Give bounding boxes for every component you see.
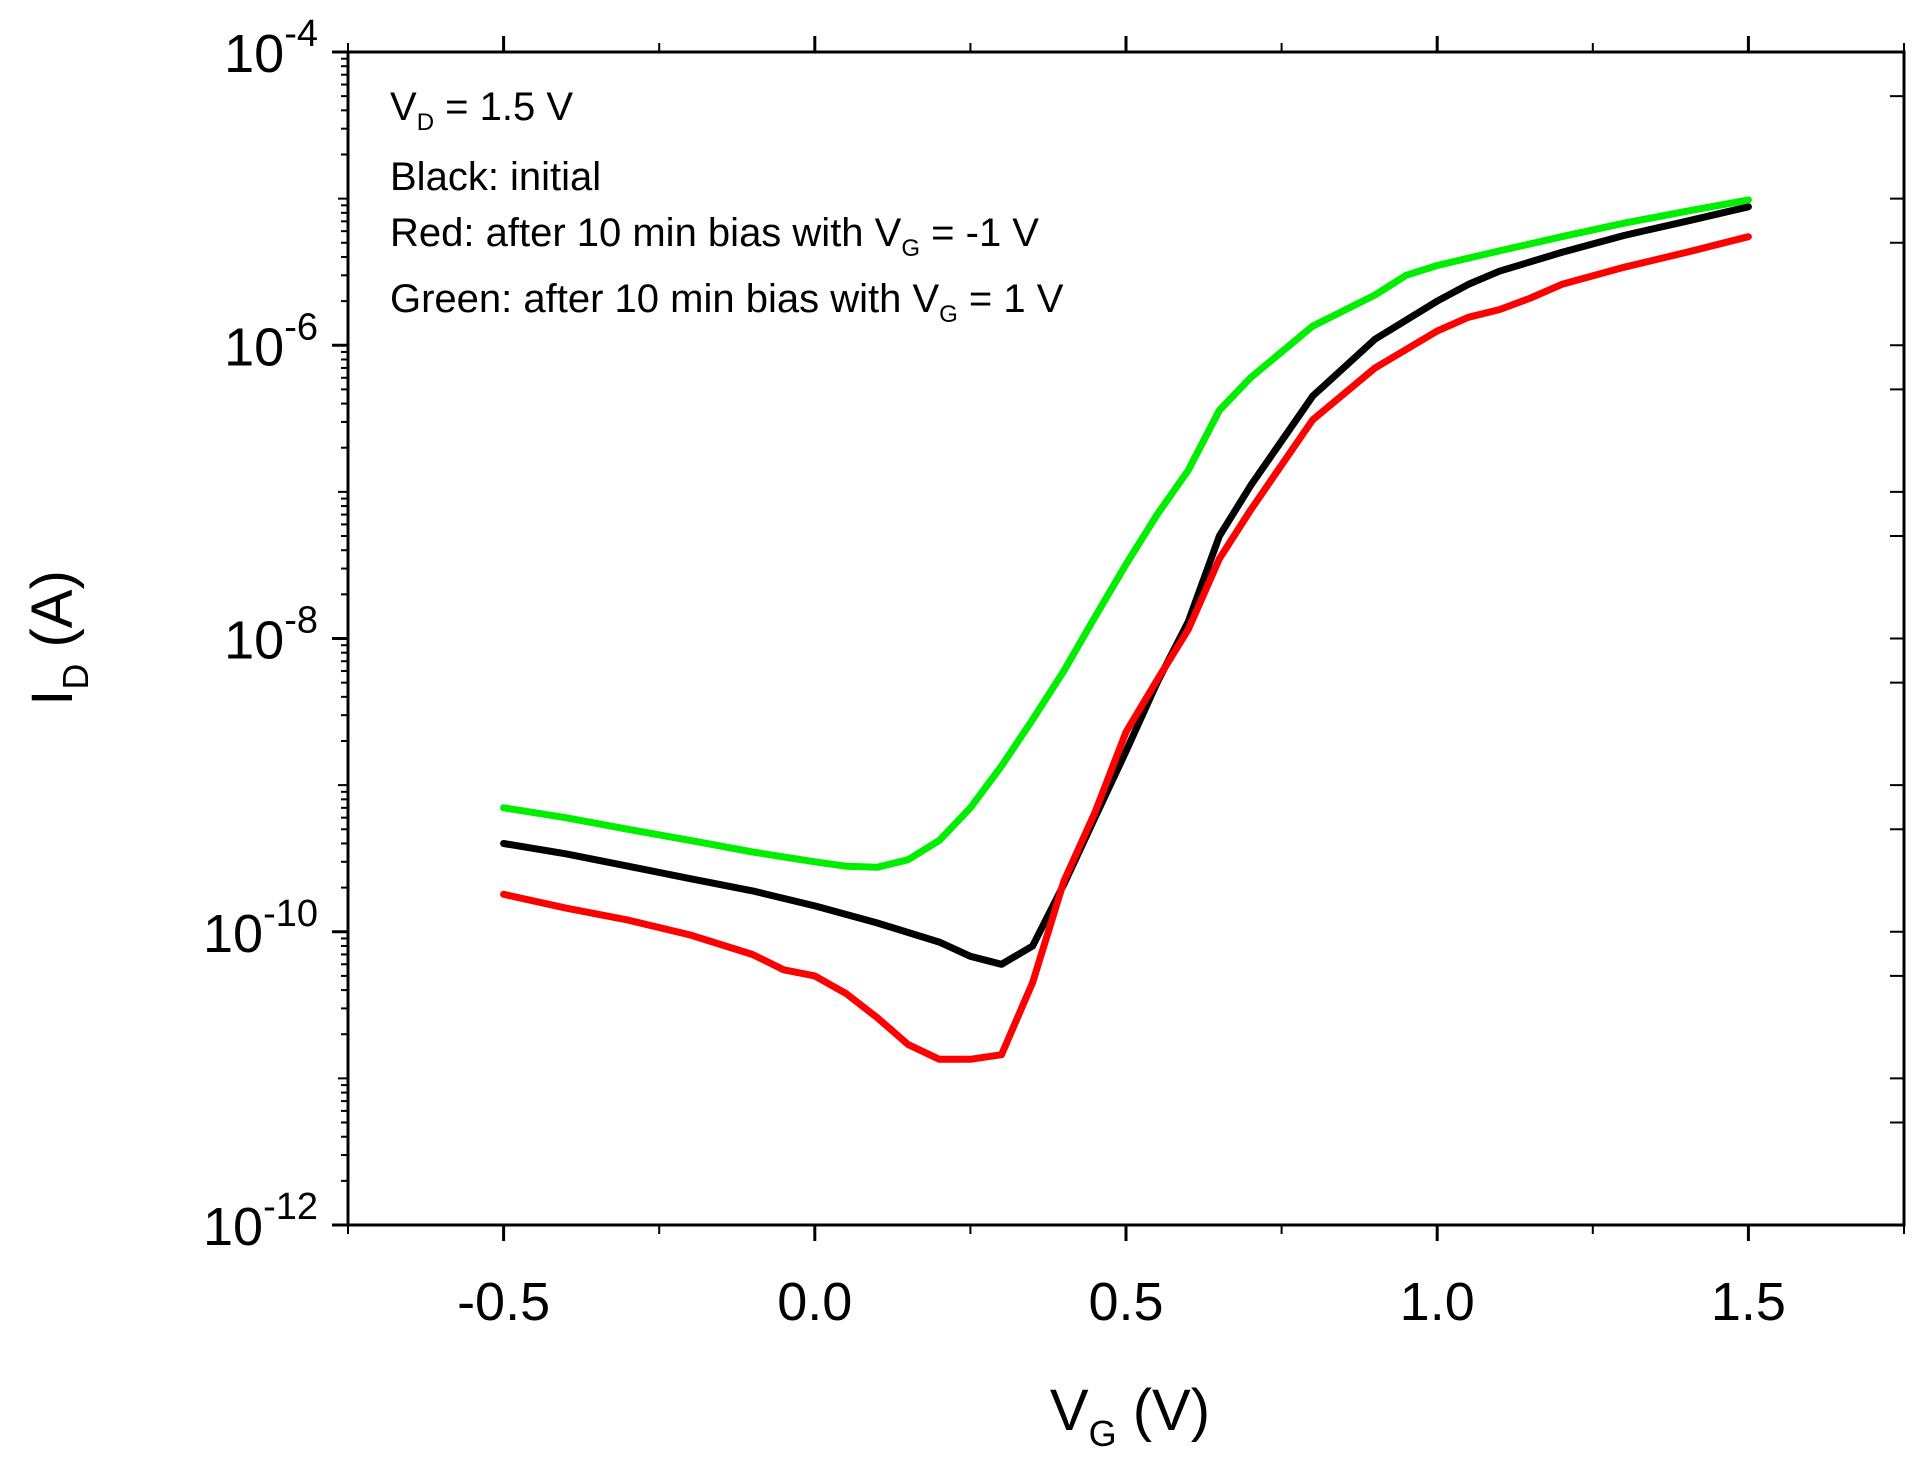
x-axis-title-sub: G <box>1089 1413 1117 1454</box>
annotation-sub: G <box>939 301 958 328</box>
y-axis-title-rest: (A) <box>20 570 85 663</box>
annotation-block: VD = 1.5 V Black: initial Red: after 10 … <box>390 85 1064 328</box>
x-tick-label: 1.5 <box>1711 1272 1786 1332</box>
y-axis-title-sub: D <box>55 664 96 690</box>
x-tick-label: 0.0 <box>777 1272 852 1332</box>
y-tick-base: 10 <box>224 611 284 671</box>
y-tick-exponent: -4 <box>284 13 318 55</box>
series-line <box>500 233 1752 1063</box>
x-tick-label: -0.5 <box>457 1272 550 1332</box>
annotation-rest: = 1.5 V <box>434 85 573 129</box>
x-tick-label: 0.5 <box>1088 1272 1163 1332</box>
y-tick-exponent: -6 <box>284 306 318 348</box>
x-axis-title-rest: (V) <box>1117 1378 1210 1443</box>
y-tick-exponent: -10 <box>263 893 318 935</box>
series-layer <box>500 196 1752 1063</box>
y-tick-label: 10-12 <box>203 1186 318 1257</box>
annotation-line: Red: after 10 min bias with VG = -1 V <box>390 211 1039 262</box>
y-tick-base: 10 <box>224 24 284 84</box>
y-tick-label: 10-6 <box>224 306 318 377</box>
x-tick-labels: -0.5 0.0 0.5 1.0 1.5 <box>457 1272 1786 1332</box>
annotation-sub: D <box>417 109 434 136</box>
major-ticks <box>332 36 1750 1241</box>
annotation-line: VD = 1.5 V <box>390 85 573 136</box>
y-axis-title-main: I <box>20 690 85 706</box>
y-tick-label: 10-10 <box>203 893 318 964</box>
annotation-rest: = -1 V <box>920 211 1039 255</box>
y-tick-label: 10-4 <box>224 13 318 84</box>
annotation-main: Black: initial <box>390 155 601 199</box>
annotation-main: V <box>390 85 417 129</box>
y-tick-base: 10 <box>203 904 263 964</box>
plot-frame <box>346 50 1906 1227</box>
x-axis-title: VG (V) <box>1050 1378 1210 1454</box>
annotation-line: Green: after 10 min bias with VG = 1 V <box>390 277 1064 328</box>
y-tick-exponent: -8 <box>284 600 318 642</box>
annotation-sub: G <box>901 235 920 262</box>
y-tick-exponent: -12 <box>263 1186 318 1228</box>
annotation-rest: = 1 V <box>958 277 1064 321</box>
annotation-main: Red: after 10 min bias with V <box>390 211 902 255</box>
y-tick-label: 10-8 <box>224 600 318 671</box>
series-line <box>500 196 1752 871</box>
annotation-line: Black: initial <box>390 155 601 199</box>
y-tick-base: 10 <box>224 317 284 377</box>
annotation-main: Green: after 10 min bias with V <box>390 277 939 321</box>
y-tick-base: 10 <box>203 1197 263 1257</box>
x-tick-label: 1.0 <box>1400 1272 1475 1332</box>
y-axis-title: ID (A) <box>20 570 96 706</box>
x-axis-title-main: V <box>1050 1378 1089 1443</box>
series-line <box>500 203 1752 968</box>
